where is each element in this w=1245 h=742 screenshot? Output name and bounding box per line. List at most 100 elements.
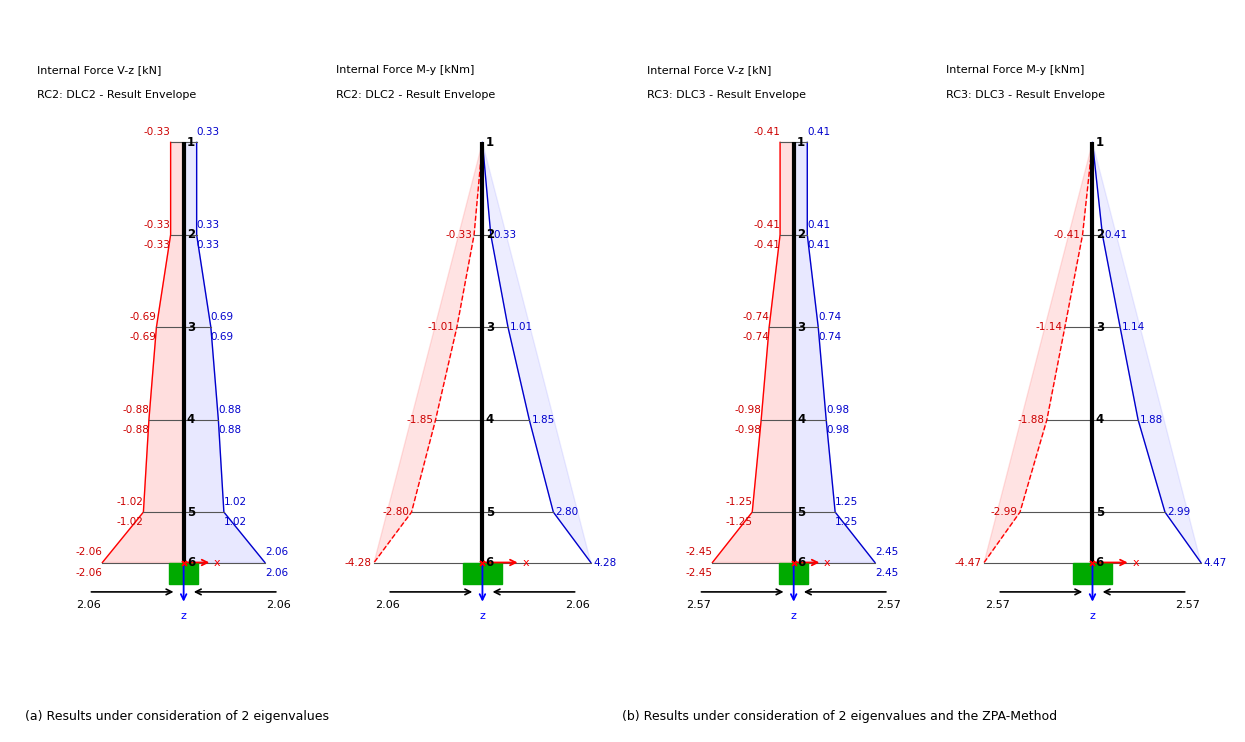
Text: -1.85: -1.85 [406,415,433,424]
Text: 1: 1 [1096,136,1104,149]
Text: -1.02: -1.02 [117,517,143,527]
Text: -2.45: -2.45 [686,548,712,557]
Text: Internal Force M-y [kNm]: Internal Force M-y [kNm] [946,65,1084,75]
Text: 2: 2 [1096,229,1104,241]
Text: -0.88: -0.88 [122,404,149,415]
Text: z: z [791,611,797,621]
Text: 3: 3 [797,321,806,334]
Text: (b) Results under consideration of 2 eigenvalues and the ZPA-Method: (b) Results under consideration of 2 eig… [622,710,1057,723]
Text: 1: 1 [486,136,494,149]
Text: -0.98: -0.98 [735,424,761,435]
Polygon shape [794,142,875,562]
Text: 0.41: 0.41 [1104,230,1128,240]
Polygon shape [483,142,591,562]
Text: RC3: DLC3 - Result Envelope: RC3: DLC3 - Result Envelope [647,91,807,100]
Text: 0.98: 0.98 [827,424,849,435]
Polygon shape [374,142,483,562]
Text: 0.88: 0.88 [218,424,242,435]
Text: 2.57: 2.57 [686,600,711,611]
Text: 2: 2 [797,229,806,241]
Text: 2.45: 2.45 [875,568,898,577]
Text: 1.88: 1.88 [1140,415,1164,424]
Text: 1.02: 1.02 [224,517,247,527]
Text: 2.80: 2.80 [555,507,579,517]
Text: 2.99: 2.99 [1167,507,1190,517]
Text: 3: 3 [1096,321,1104,334]
Text: 5: 5 [1096,505,1104,519]
Text: -0.41: -0.41 [753,220,781,230]
Text: 6: 6 [187,556,195,569]
Text: 4: 4 [1096,413,1104,426]
Text: -0.33: -0.33 [143,220,171,230]
Text: -0.69: -0.69 [129,312,157,322]
Text: -1.01: -1.01 [428,322,454,332]
Text: RC2: DLC2 - Result Envelope: RC2: DLC2 - Result Envelope [336,91,496,100]
Text: x: x [824,557,830,568]
Text: 3: 3 [187,321,195,334]
Text: 2.06: 2.06 [265,568,288,577]
Text: 2.06: 2.06 [565,600,590,611]
Text: 0.33: 0.33 [197,220,220,230]
Text: -1.02: -1.02 [117,497,143,507]
Text: -4.28: -4.28 [345,557,372,568]
Text: -1.25: -1.25 [726,517,752,527]
Text: RC2: DLC2 - Result Envelope: RC2: DLC2 - Result Envelope [37,91,197,100]
Text: Internal Force M-y [kNm]: Internal Force M-y [kNm] [336,65,474,75]
Polygon shape [712,142,794,562]
Text: -0.41: -0.41 [753,240,781,250]
Text: x: x [214,557,220,568]
Text: 0.33: 0.33 [493,230,517,240]
Text: 5: 5 [486,505,494,519]
Bar [1073,562,1112,583]
Text: 5: 5 [797,505,806,519]
Text: 1.25: 1.25 [835,497,858,507]
Text: 2.45: 2.45 [875,548,898,557]
Text: x: x [1133,557,1139,568]
Text: -2.06: -2.06 [76,568,102,577]
Text: -0.98: -0.98 [735,404,761,415]
Text: 4: 4 [486,413,494,426]
Text: -2.99: -2.99 [991,507,1018,517]
Text: 2.06: 2.06 [375,600,400,611]
Text: 0.33: 0.33 [197,240,220,250]
Text: z: z [1089,611,1096,621]
Text: -0.74: -0.74 [742,332,769,342]
Text: 1.14: 1.14 [1122,322,1145,332]
Text: 2.57: 2.57 [985,600,1010,611]
Text: -0.33: -0.33 [444,230,472,240]
Text: 4: 4 [797,413,806,426]
Text: 1.02: 1.02 [224,497,247,507]
Text: 1.25: 1.25 [835,517,858,527]
Text: 1: 1 [797,136,806,149]
Text: 1: 1 [187,136,195,149]
Text: Internal Force V-z [kN]: Internal Force V-z [kN] [37,65,162,75]
Text: 0.74: 0.74 [818,312,842,322]
Text: 3: 3 [486,321,494,334]
Text: 1.01: 1.01 [510,322,533,332]
Text: 4.47: 4.47 [1203,557,1226,568]
Bar [169,562,198,583]
Text: -1.25: -1.25 [726,497,752,507]
Text: 2.57: 2.57 [876,600,901,611]
Text: -0.74: -0.74 [742,312,769,322]
Text: -1.14: -1.14 [1036,322,1063,332]
Text: 0.98: 0.98 [827,404,849,415]
Text: -0.33: -0.33 [143,128,171,137]
Polygon shape [102,142,184,562]
Text: 2: 2 [486,229,494,241]
Text: 0.41: 0.41 [807,240,830,250]
Text: 0.33: 0.33 [197,128,220,137]
Text: z: z [181,611,187,621]
Text: 2: 2 [187,229,195,241]
Text: 0.88: 0.88 [218,404,242,415]
Text: -2.80: -2.80 [382,507,410,517]
Text: -2.06: -2.06 [76,548,102,557]
Text: -0.41: -0.41 [753,128,781,137]
Text: -0.88: -0.88 [122,424,149,435]
Text: 4.28: 4.28 [593,557,616,568]
Text: 2.57: 2.57 [1175,600,1200,611]
Text: 6: 6 [1096,556,1104,569]
Polygon shape [1093,142,1201,562]
Text: x: x [523,557,529,568]
Text: 2.06: 2.06 [76,600,101,611]
